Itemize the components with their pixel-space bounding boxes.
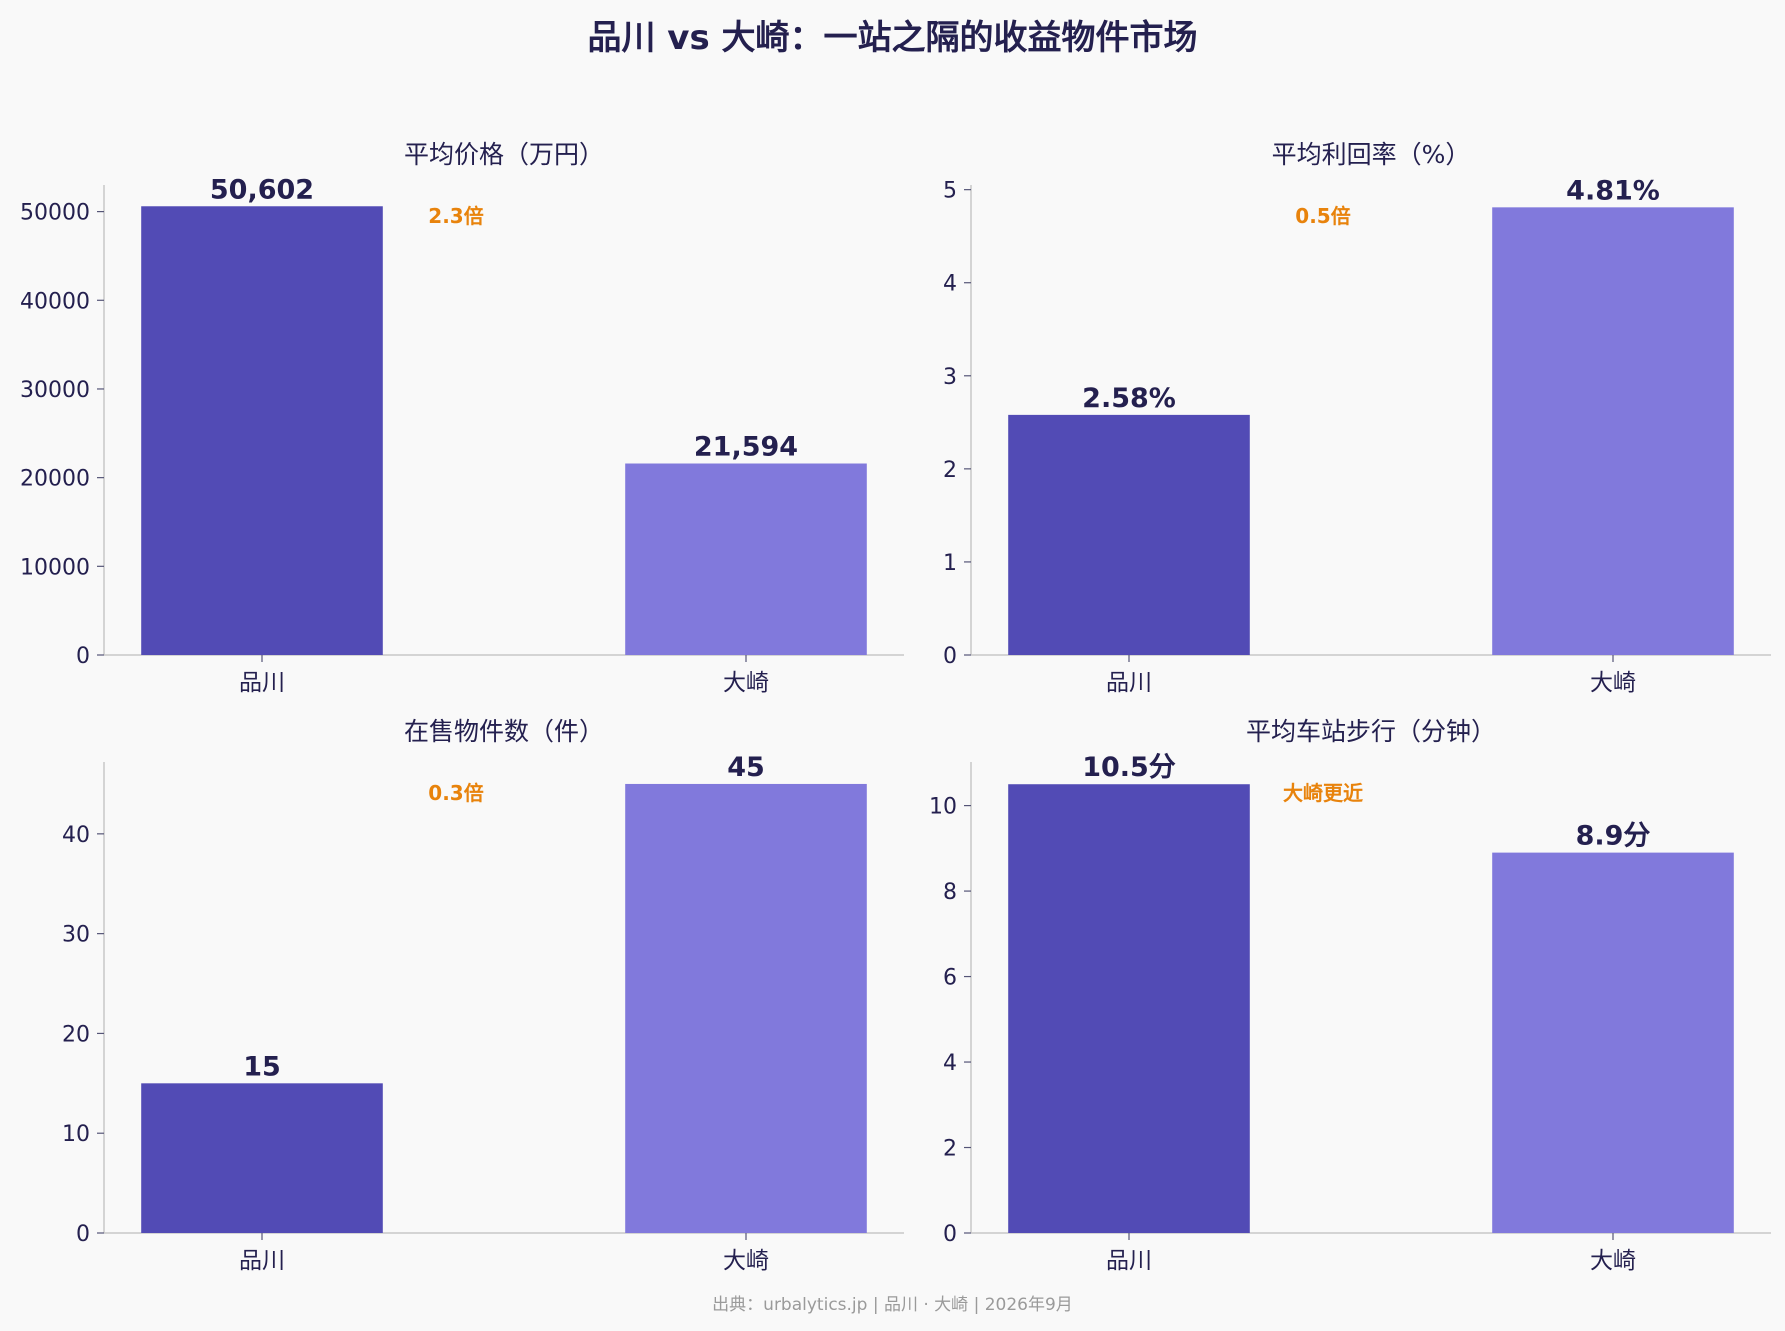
bar-value-label: 45 bbox=[727, 752, 765, 783]
x-tick-label: 品川 bbox=[239, 670, 285, 696]
bar-value-label: 15 bbox=[243, 1051, 281, 1082]
panel-title: 平均价格（万円） bbox=[404, 140, 604, 169]
x-tick-label: 大崎 bbox=[723, 1248, 769, 1274]
x-tick-label: 大崎 bbox=[1590, 1248, 1636, 1274]
ratio-annotation: 0.5倍 bbox=[1295, 204, 1350, 228]
y-tick-label: 20000 bbox=[20, 467, 90, 492]
y-tick-label: 10 bbox=[929, 795, 957, 820]
bar-shinagawa bbox=[141, 1083, 383, 1233]
bar-value-label: 21,594 bbox=[694, 432, 798, 463]
y-tick-label: 2 bbox=[943, 458, 957, 483]
y-tick-label: 3 bbox=[943, 365, 957, 390]
panel-title: 在售物件数（件） bbox=[404, 717, 604, 746]
ratio-annotation: 大崎更近 bbox=[1283, 781, 1363, 805]
y-tick-label: 1 bbox=[943, 551, 957, 576]
x-tick-label: 品川 bbox=[1106, 1248, 1152, 1274]
x-tick-label: 品川 bbox=[1106, 670, 1152, 696]
ratio-annotation: 2.3倍 bbox=[428, 204, 483, 228]
bar-osaki bbox=[1492, 852, 1734, 1233]
y-tick-label: 40000 bbox=[20, 289, 90, 314]
y-tick-label: 0 bbox=[943, 1222, 957, 1247]
bar-osaki bbox=[625, 783, 867, 1233]
x-tick-label: 大崎 bbox=[723, 670, 769, 696]
y-tick-label: 0 bbox=[943, 644, 957, 669]
y-tick-label: 0 bbox=[76, 1222, 90, 1247]
x-tick-label: 品川 bbox=[239, 1248, 285, 1274]
y-tick-label: 4 bbox=[943, 1051, 957, 1076]
bar-osaki bbox=[1492, 207, 1734, 655]
y-tick-label: 40 bbox=[62, 823, 90, 848]
bar-osaki bbox=[625, 463, 867, 655]
y-tick-label: 4 bbox=[943, 272, 957, 297]
y-tick-label: 10 bbox=[62, 1122, 90, 1147]
y-tick-label: 10000 bbox=[20, 555, 90, 580]
y-tick-label: 6 bbox=[943, 966, 957, 991]
bar-shinagawa bbox=[141, 206, 383, 655]
panel-title: 平均车站步行（分钟） bbox=[1246, 717, 1496, 746]
bar-value-label: 10.5分 bbox=[1082, 752, 1176, 783]
y-tick-label: 2 bbox=[943, 1137, 957, 1162]
bar-value-label: 4.81% bbox=[1566, 175, 1660, 206]
bar-shinagawa bbox=[1008, 784, 1250, 1233]
y-tick-label: 8 bbox=[943, 880, 957, 905]
bar-value-label: 8.9分 bbox=[1576, 821, 1651, 852]
y-tick-label: 30 bbox=[62, 923, 90, 948]
ratio-annotation: 0.3倍 bbox=[428, 781, 483, 805]
y-tick-label: 50000 bbox=[20, 201, 90, 226]
source-note: 出典：urbalytics.jp | 品川 · 大崎 | 2026年9月 bbox=[712, 1295, 1073, 1315]
chart-title: 品川 vs 大崎：一站之隔的收益物件市场 bbox=[587, 18, 1198, 58]
bar-shinagawa bbox=[1008, 414, 1250, 655]
bar-value-label: 50,602 bbox=[210, 174, 314, 205]
x-tick-label: 大崎 bbox=[1590, 670, 1636, 696]
y-tick-label: 0 bbox=[76, 644, 90, 669]
y-tick-label: 5 bbox=[943, 179, 957, 204]
y-tick-label: 30000 bbox=[20, 378, 90, 403]
y-tick-label: 20 bbox=[62, 1022, 90, 1047]
bar-value-label: 2.58% bbox=[1082, 383, 1176, 414]
panel-title: 平均利回率（%） bbox=[1272, 140, 1471, 169]
